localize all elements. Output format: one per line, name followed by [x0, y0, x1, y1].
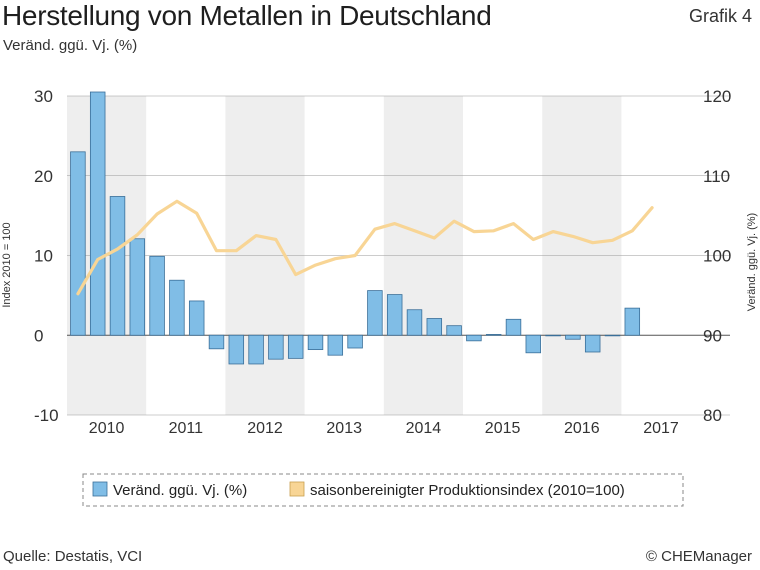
right-tick-100: 100	[703, 247, 731, 266]
x-label-2011: 2011	[169, 420, 204, 437]
bar-q24	[525, 334, 542, 354]
line-series	[76, 199, 654, 296]
legend-bar-swatch	[92, 481, 108, 497]
legend-line-swatch	[289, 481, 305, 497]
bar-q28	[604, 334, 621, 337]
bar-q19	[426, 318, 443, 336]
right-axis-ticks: 120 110 100 90 80	[703, 87, 731, 425]
legend-bar-label: Veränd. ggü. Vj. (%)	[113, 482, 247, 499]
bar-q18	[406, 309, 423, 336]
left-axis-title: Index 2010 = 100	[1, 222, 13, 307]
bar-q8	[208, 334, 225, 350]
x-label-2017: 2017	[643, 420, 679, 437]
bar-q3	[109, 196, 126, 336]
bar-q25	[545, 334, 561, 337]
copyright: © CHEManager	[645, 548, 752, 565]
bar-q22	[485, 334, 502, 336]
right-tick-110: 110	[703, 167, 730, 186]
bar-q11	[268, 334, 284, 360]
x-label-2014: 2014	[406, 420, 442, 437]
bar-q13	[307, 334, 324, 351]
bar-q1	[70, 151, 86, 336]
bar-q5	[149, 255, 165, 336]
bar-q7	[188, 300, 205, 336]
bar-q6	[169, 279, 185, 336]
right-tick-80: 80	[703, 406, 722, 425]
left-tick-20: 20	[34, 167, 53, 186]
index-line	[76, 199, 654, 296]
bar-q29	[624, 307, 641, 336]
x-label-2010: 2010	[89, 420, 125, 437]
bar-q23	[505, 318, 522, 336]
bar-series	[70, 91, 641, 365]
x-label-2016: 2016	[564, 420, 600, 437]
legend-box	[82, 473, 684, 507]
left-axis-ticks: 30 20 10 0 -10	[34, 87, 59, 425]
bar-q9	[228, 334, 245, 365]
right-axis-title: Veränd. ggü. Vj. (%)	[746, 213, 758, 311]
right-tick-90: 90	[703, 326, 722, 345]
bar-q12	[287, 334, 304, 359]
bar-q20	[446, 325, 462, 336]
bar-q14	[327, 334, 344, 356]
chart-subtitle: Veränd. ggü. Vj. (%)	[3, 37, 138, 54]
figure-number: Grafik 4	[688, 6, 752, 26]
x-label-2015: 2015	[485, 420, 521, 437]
right-tick-120: 120	[703, 87, 731, 106]
chart-title: Herstellung von Metallen in Deutschland	[2, 0, 492, 31]
left-tick-30: 30	[34, 87, 53, 106]
left-tick-10: 10	[34, 247, 53, 266]
x-axis-labels: 2010 2011 2012 2013 2014 2015 2016 2017	[89, 420, 679, 437]
x-label-2012: 2012	[247, 420, 283, 437]
bar-q4	[129, 238, 146, 336]
legend: Veränd. ggü. Vj. (%) saisonbereinigter P…	[82, 473, 684, 507]
legend-line-label: saisonbereinigter Produktionsindex (2010…	[310, 482, 625, 499]
bar-q17	[386, 294, 403, 336]
bar-q16	[367, 290, 383, 336]
left-tick--10: -10	[34, 406, 59, 425]
left-tick-0: 0	[34, 326, 43, 345]
bar-q2	[89, 91, 106, 336]
bar-q26	[565, 334, 581, 340]
bar-q15	[347, 334, 363, 349]
x-label-2013: 2013	[326, 420, 362, 437]
bar-q21	[466, 334, 482, 342]
bar-q27	[584, 334, 601, 353]
source-note: Quelle: Destatis, VCI	[3, 548, 143, 565]
bar-q10	[248, 334, 264, 365]
